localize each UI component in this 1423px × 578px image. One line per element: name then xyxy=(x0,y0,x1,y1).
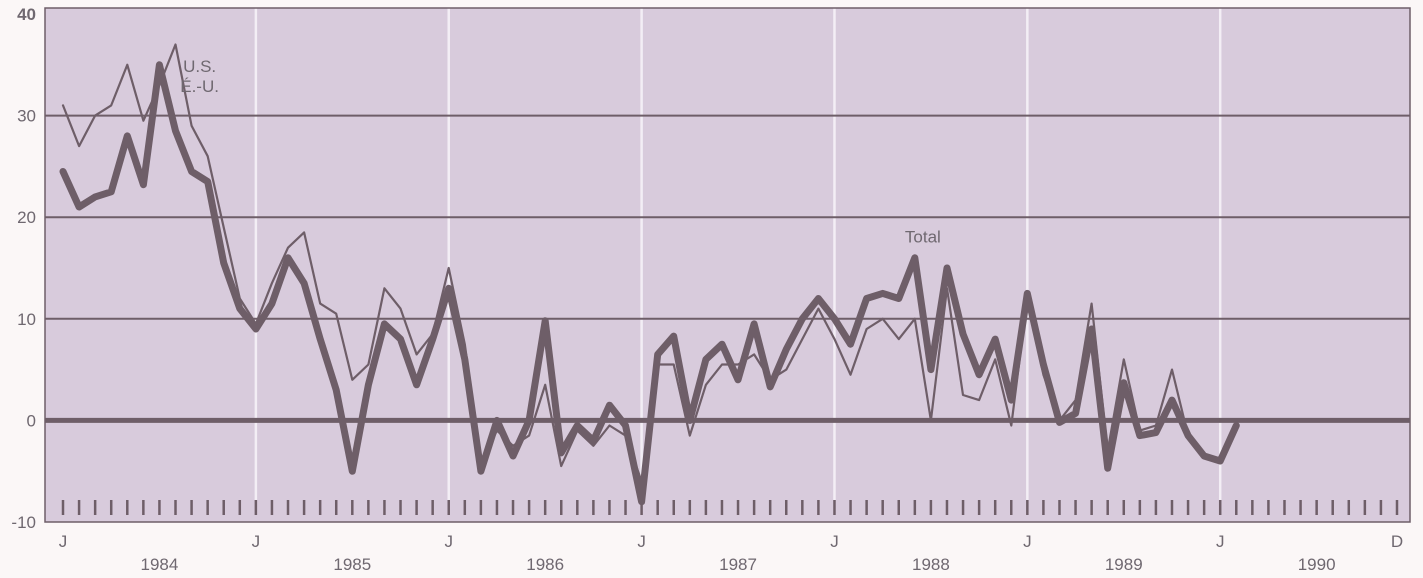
chart-annotations: U.S.É.-U. Total xyxy=(180,57,941,247)
y-tick-label: -10 xyxy=(11,513,36,532)
plot-area xyxy=(45,8,1410,522)
y-tick-label: 10 xyxy=(17,310,36,329)
x-month-label: J xyxy=(830,532,839,551)
x-month-label: D xyxy=(1391,532,1403,551)
x-year-label: 1985 xyxy=(333,555,371,574)
x-year-label: 1986 xyxy=(526,555,564,574)
series-lines xyxy=(59,43,1240,506)
y-axis-tick-labels: 40 30 20 10 0 -10 xyxy=(11,5,36,532)
x-axis-year-labels: 1984 1985 1986 1987 1988 1989 1990 xyxy=(141,555,1336,574)
x-month-label: J xyxy=(59,532,68,551)
x-year-label: 1989 xyxy=(1105,555,1143,574)
y-tick-label: 40 xyxy=(17,5,36,24)
annotation-label: Total xyxy=(905,228,941,247)
x-month-label: J xyxy=(252,532,261,551)
x-month-label: J xyxy=(444,532,453,551)
x-year-label: 1987 xyxy=(719,555,757,574)
annotation-label: É.-U. xyxy=(180,77,219,96)
x-month-label: J xyxy=(637,532,646,551)
plot-border xyxy=(44,7,1411,523)
month-tick-marks xyxy=(61,500,1399,515)
x-year-label: 1984 xyxy=(141,555,179,574)
annotation-label: U.S. xyxy=(183,57,216,76)
x-month-label: J xyxy=(1216,532,1225,551)
x-year-label: 1988 xyxy=(912,555,950,574)
y-tick-label: 20 xyxy=(17,208,36,227)
y-tick-label: 30 xyxy=(17,107,36,126)
series-line-us xyxy=(61,43,1206,483)
x-year-label: 1990 xyxy=(1298,555,1336,574)
x-month-label: J xyxy=(1023,532,1032,551)
y-tick-label: 0 xyxy=(27,411,36,430)
